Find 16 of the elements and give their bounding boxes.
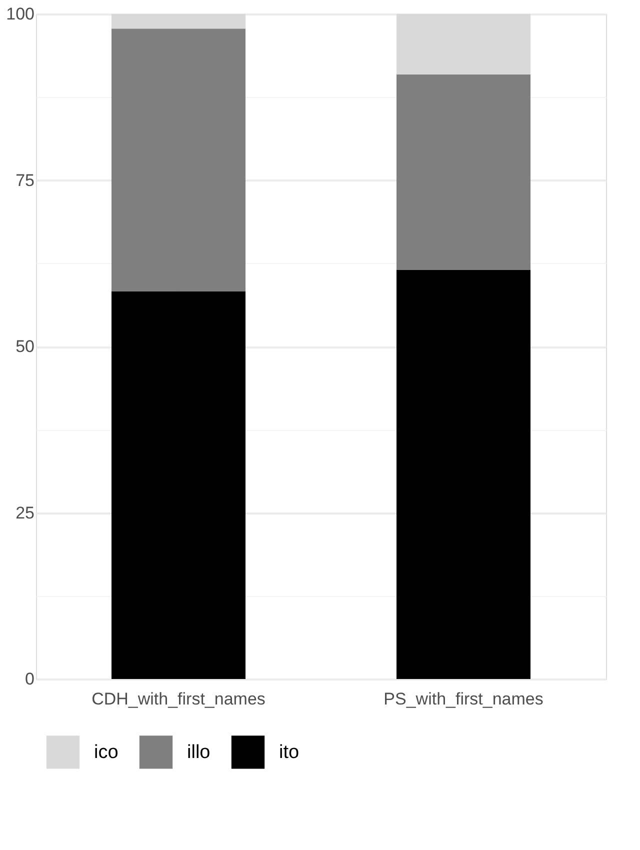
bar	[112, 291, 246, 679]
legend-label: illo	[187, 742, 210, 764]
y-tick-label: 75	[16, 170, 34, 190]
bar	[396, 74, 530, 270]
bar	[396, 14, 530, 75]
legend-label: ito	[279, 742, 300, 764]
bar	[396, 270, 530, 679]
y-tick-label: 25	[16, 503, 34, 522]
bar	[112, 28, 246, 292]
bar	[112, 14, 246, 29]
x-tick-label: PS_with_first_names	[384, 690, 544, 708]
legend-label: ico	[94, 742, 118, 764]
x-tick-label: CDH_with_first_names	[92, 690, 266, 708]
y-tick-label: 0	[25, 670, 34, 688]
y-tick-label: 50	[16, 337, 34, 356]
y-tick-label: 100	[6, 4, 34, 24]
